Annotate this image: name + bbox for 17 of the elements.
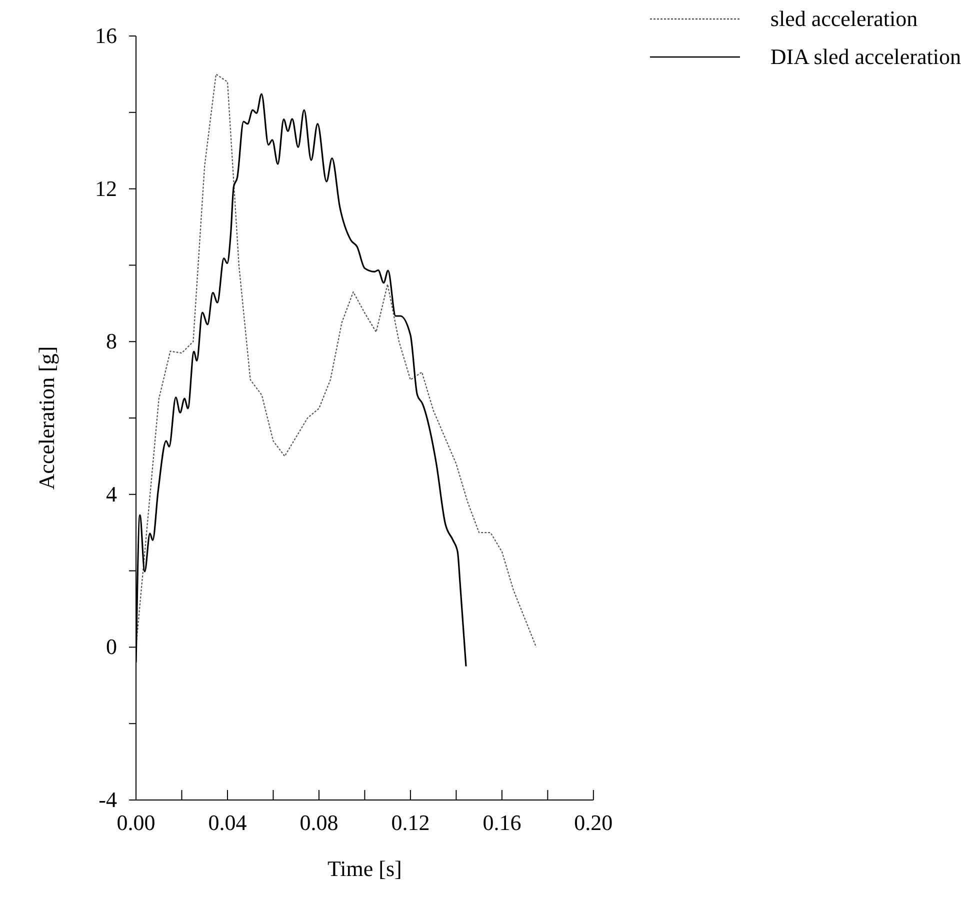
- y-tick-label: 12: [95, 176, 117, 201]
- x-tick-label: 0.08: [300, 810, 338, 835]
- y-axis-title: Acceleration [g]: [34, 346, 59, 490]
- x-axis-title: Time [s]: [328, 856, 402, 881]
- y-tick-label: 8: [106, 328, 117, 354]
- x-tick-label: 0.20: [574, 810, 613, 835]
- legend-label: sled acceleration: [770, 6, 918, 32]
- y-tick-label: 16: [95, 23, 117, 48]
- y-tick-label: 0: [106, 634, 117, 660]
- x-tick-label: 0.04: [208, 810, 247, 835]
- y-tick-label: -4: [98, 787, 117, 812]
- line-series: [136, 74, 537, 648]
- y-tick-label: 4: [106, 481, 117, 506]
- x-tick-label: 0.16: [482, 810, 522, 835]
- x-tick-label: 0.00: [116, 810, 156, 835]
- x-tick-label: 0.12: [391, 810, 430, 835]
- legend-label: DIA sled acceleration: [770, 44, 961, 70]
